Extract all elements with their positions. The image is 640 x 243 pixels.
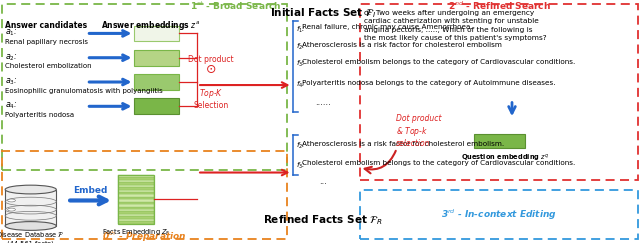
Text: Facts Embedding $Z_F$: Facts Embedding $Z_F$ (102, 228, 170, 238)
Bar (118, 219, 154, 221)
Text: Initial Facts Set $\mathcal{F}_I$: Initial Facts Set $\mathcal{F}_I$ (270, 6, 376, 20)
Text: Disease Database $\mathcal{F}$: Disease Database $\mathcal{F}$ (0, 230, 65, 239)
Bar (118, 177, 154, 180)
Bar (474, 134, 525, 148)
Text: Cholesterol embolism belongs to the category of Cardiovascular conditions.: Cholesterol embolism belongs to the cate… (302, 160, 575, 166)
Bar (118, 221, 154, 224)
Ellipse shape (5, 222, 56, 230)
Text: 0$^{th}$ - Preparation: 0$^{th}$ - Preparation (102, 230, 186, 243)
Text: Answer candidates: Answer candidates (5, 21, 87, 30)
Bar (134, 26, 179, 41)
Text: ...: ... (319, 176, 327, 186)
Bar (2, 4, 287, 170)
Text: Atherosclerosis is a risk factor for cholesterol embolism: Atherosclerosis is a risk factor for cho… (302, 42, 502, 48)
Text: q:  Two weeks after undergoing an emergency
cardiac catherization with stenting : q: Two weeks after undergoing an emergen… (364, 10, 546, 41)
Text: Selection: Selection (193, 101, 229, 110)
Bar (118, 199, 154, 202)
Bar (360, 190, 638, 239)
Text: $f_2$:: $f_2$: (296, 141, 306, 151)
Text: Refined Facts Set $\mathcal{F}_R$: Refined Facts Set $\mathcal{F}_R$ (263, 213, 383, 227)
Text: Answer embeddings $z^a$: Answer embeddings $z^a$ (101, 19, 200, 32)
Bar (360, 4, 638, 180)
Bar (118, 214, 154, 216)
Text: Renal papillary necrosis: Renal papillary necrosis (5, 39, 88, 45)
Bar (134, 98, 179, 114)
Circle shape (8, 208, 15, 211)
Text: $a_3$:: $a_3$: (5, 77, 18, 87)
Text: Cholesterol embolism belongs to the category of Cardiovascular conditions.: Cholesterol embolism belongs to the cate… (302, 59, 575, 65)
Text: ⊙: ⊙ (206, 63, 216, 76)
Bar (118, 211, 154, 214)
Text: Atherosclerosis is a risk factor for cholesterol embolism.: Atherosclerosis is a risk factor for cho… (302, 141, 504, 147)
Bar (118, 216, 154, 219)
Bar (118, 187, 154, 190)
Bar (118, 175, 154, 224)
Ellipse shape (5, 185, 56, 194)
Bar (118, 185, 154, 187)
Text: $f_1$:: $f_1$: (296, 24, 306, 35)
FancyArrowPatch shape (365, 151, 396, 173)
Text: (44,561 facts): (44,561 facts) (7, 241, 54, 243)
Bar (118, 192, 154, 194)
Text: ......: ...... (316, 97, 331, 107)
Text: $f_4$:: $f_4$: (296, 80, 306, 90)
Text: $f_3$:: $f_3$: (296, 59, 306, 69)
Text: Top-$K$: Top-$K$ (199, 87, 223, 100)
Bar (118, 209, 154, 211)
Bar (5, 190, 56, 226)
Text: Polyarteritis nodosa: Polyarteritis nodosa (5, 112, 74, 118)
Text: Cholesterol embolization: Cholesterol embolization (5, 63, 92, 69)
Text: 2$^{nd}$ - Refined Search: 2$^{nd}$ - Refined Search (448, 0, 550, 12)
Bar (118, 204, 154, 207)
Bar (134, 50, 179, 66)
Text: $a_4$:: $a_4$: (5, 101, 18, 111)
Text: $a_2$:: $a_2$: (5, 52, 18, 63)
Bar (118, 182, 154, 185)
Bar (134, 74, 179, 90)
Text: 1$^{st}$ - Broad Search: 1$^{st}$ - Broad Search (190, 0, 282, 12)
Text: Dot product
& Top-$k$
selection: Dot product & Top-$k$ selection (396, 114, 441, 148)
Circle shape (8, 199, 15, 202)
Text: Dot product: Dot product (188, 55, 234, 64)
Bar (118, 175, 154, 177)
Bar (2, 151, 287, 239)
Text: 3$^{rd}$ - In-context Editing: 3$^{rd}$ - In-context Editing (441, 207, 557, 222)
Text: $f_3$:: $f_3$: (296, 160, 306, 171)
Text: Renal failure, chronic may cause Amenorrhoea.: Renal failure, chronic may cause Amenorr… (302, 24, 473, 30)
Text: Embed: Embed (74, 186, 108, 195)
Bar (118, 190, 154, 192)
Bar (118, 202, 154, 204)
Bar (118, 197, 154, 199)
Text: Polyarteritis nodosa belongs to the category of Autoimmune diseases.: Polyarteritis nodosa belongs to the cate… (302, 80, 556, 86)
Bar (118, 194, 154, 197)
Text: Eosinophilic granulomatosis with polyangiitis: Eosinophilic granulomatosis with polyang… (5, 87, 163, 94)
Text: Question embedding $z^q$: Question embedding $z^q$ (461, 153, 549, 164)
Bar (118, 207, 154, 209)
Bar (118, 180, 154, 182)
Text: $a_1$:: $a_1$: (5, 28, 18, 38)
Text: $f_2$:: $f_2$: (296, 42, 306, 52)
